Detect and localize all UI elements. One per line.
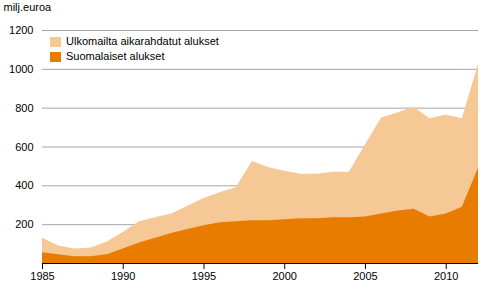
svg-text:800: 800 — [15, 102, 33, 114]
html-text:Ulkomailta aikarahdatut alukse: Ulkomailta aikarahdatut alukset — [66, 35, 219, 47]
svg-text:1990: 1990 — [111, 270, 135, 282]
svg-text:1985: 1985 — [30, 270, 54, 282]
svg-text:600: 600 — [15, 141, 33, 153]
svg-text:1000: 1000 — [9, 63, 33, 75]
svg-text:2000: 2000 — [272, 270, 296, 282]
svg-text:milj.euroa: milj.euroa — [4, 1, 53, 13]
html-text:Suomalaiset alukset: Suomalaiset alukset — [66, 50, 165, 62]
svg-text:2010: 2010 — [434, 270, 458, 282]
svg-text:400: 400 — [15, 179, 33, 191]
svg-text:200: 200 — [15, 218, 33, 230]
svg-text:1995: 1995 — [192, 270, 216, 282]
svg-text:2005: 2005 — [353, 270, 377, 282]
svg-text:1200: 1200 — [9, 24, 33, 36]
